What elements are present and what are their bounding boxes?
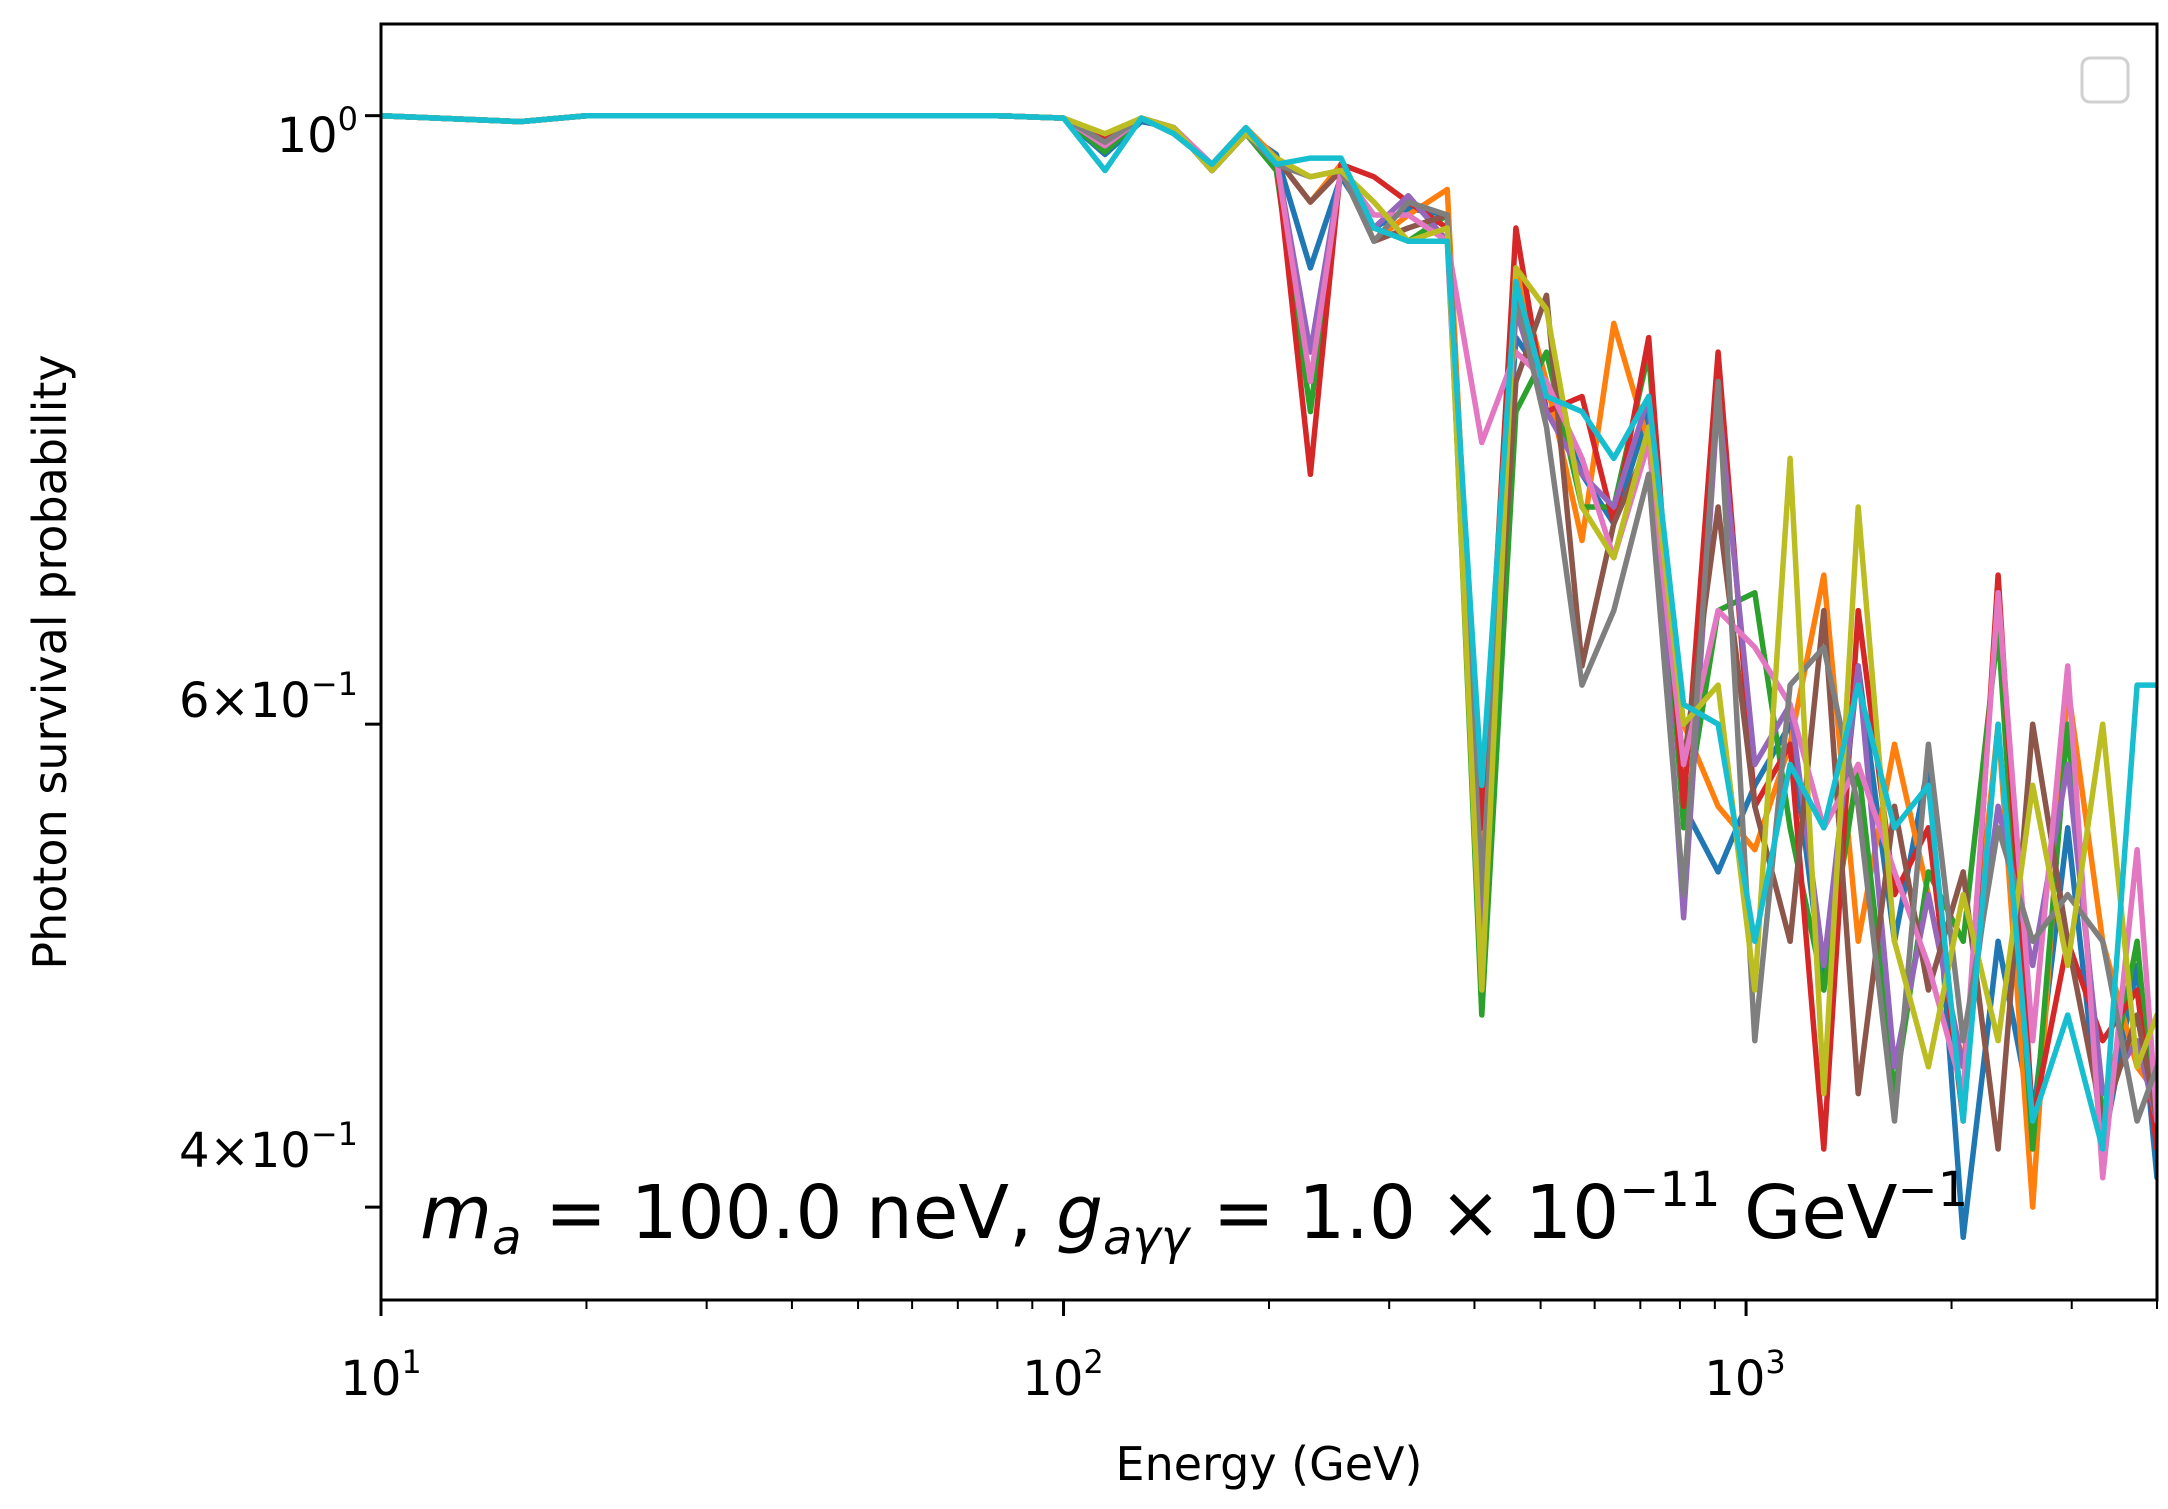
y-tick-label-1: 100 [277, 100, 358, 164]
y-tick-label-0.4: 4×10−1 [179, 1115, 358, 1179]
legend-box [2080, 56, 2130, 104]
series-group [381, 112, 2157, 1241]
x-major-ticks [379, 1300, 1748, 1316]
x-tick-label-10: 101 [340, 1343, 421, 1407]
x-tick-label-1000: 103 [1704, 1343, 1785, 1407]
parameter-annotation: ma = 100.0 neV, gaγγ = 1.0 × 10−11 GeV−1 [420, 1162, 1968, 1266]
x-tick-label-100: 102 [1022, 1343, 1103, 1407]
x-minor-ticks [585, 1300, 2158, 1309]
series-line-8 [381, 112, 2157, 1097]
y-axis-label: Photon survival probability [23, 354, 77, 969]
series-line-9 [381, 112, 2157, 1152]
y-tick-label-0.6: 6×10−1 [179, 665, 358, 729]
y-major-ticks [365, 114, 381, 1209]
x-axis-label: Energy (GeV) [1116, 1437, 1423, 1491]
